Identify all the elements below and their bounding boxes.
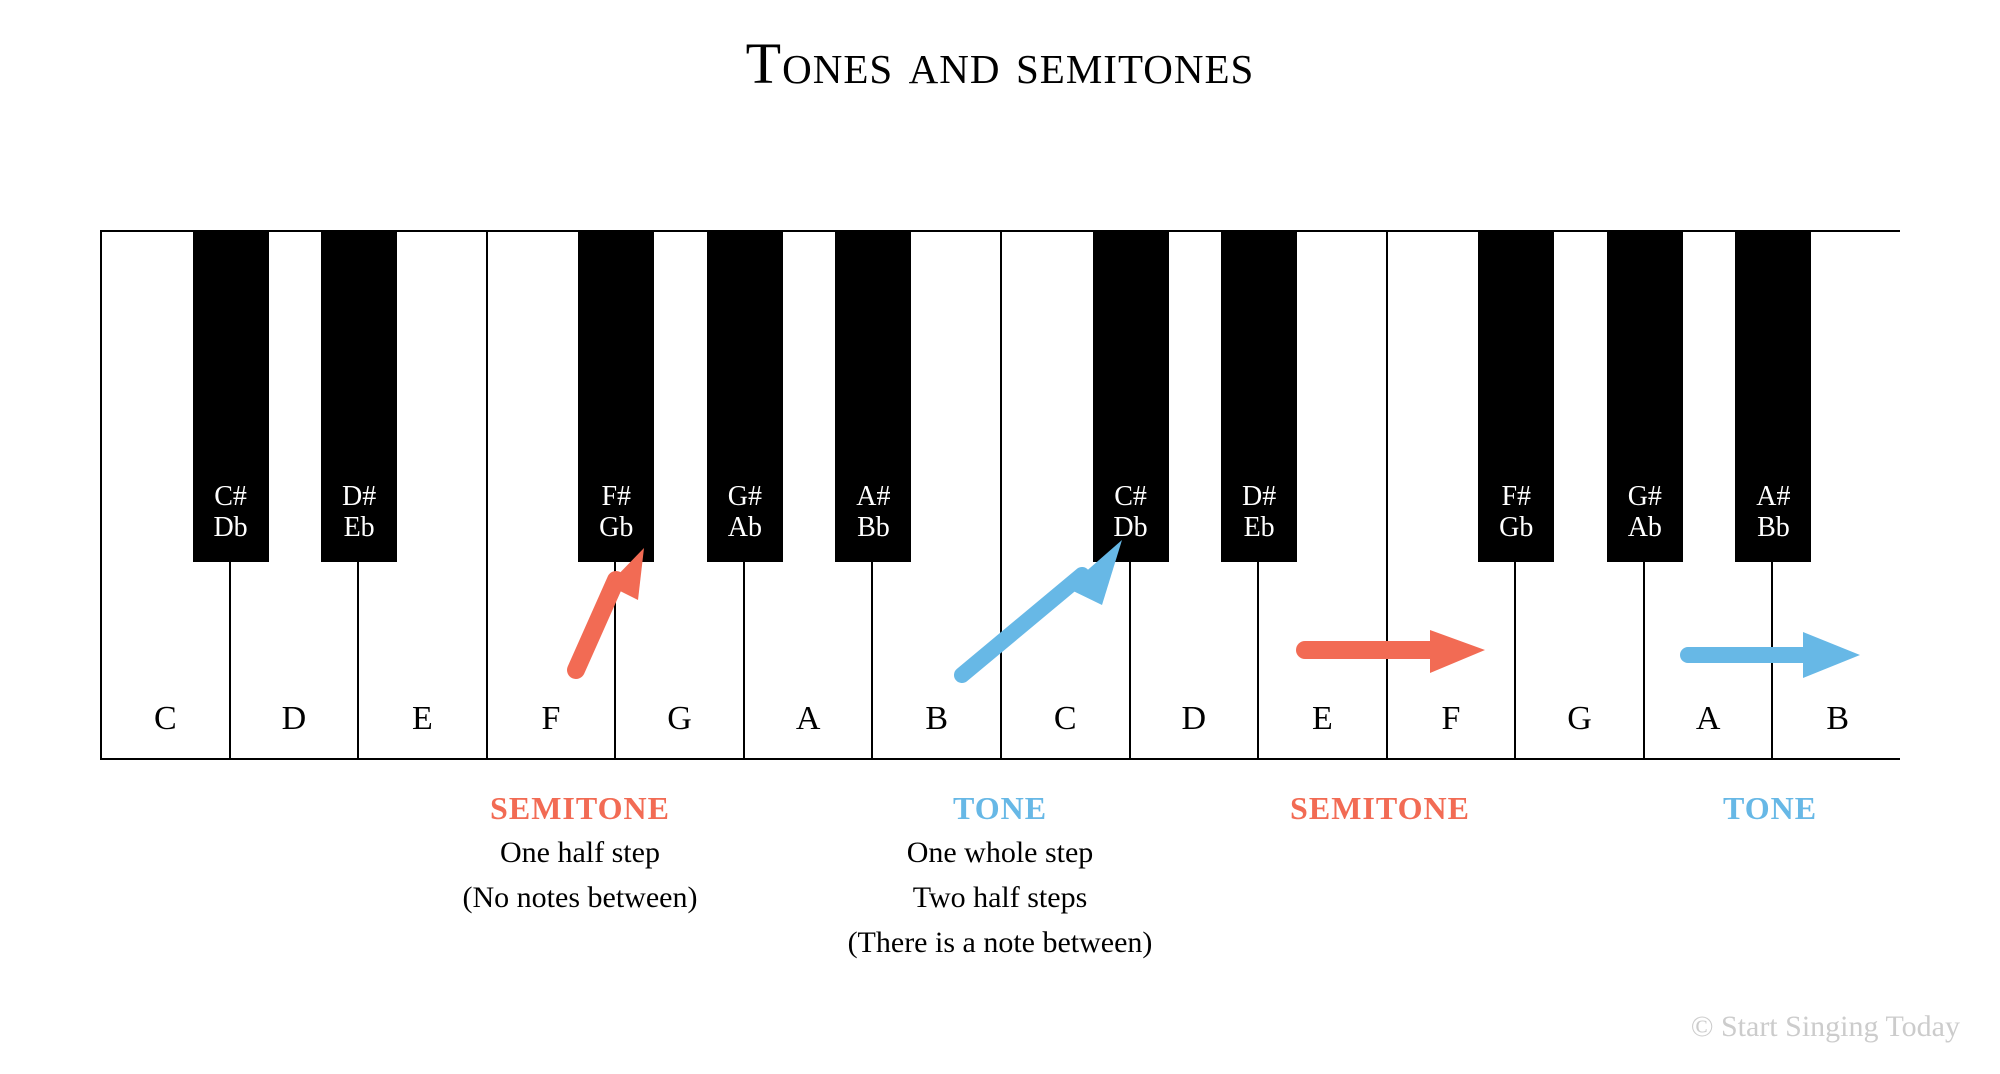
black-key-label: F#Gb xyxy=(1478,482,1554,544)
white-key-label: G xyxy=(616,700,743,738)
black-key-label: D#Eb xyxy=(321,482,397,544)
white-key-label: A xyxy=(745,700,872,738)
cap-semitone-2: SEMITONE xyxy=(1230,790,1530,827)
caption-head: SEMITONE xyxy=(1230,790,1530,827)
white-key-label: B xyxy=(1773,700,1902,738)
caption-line: (There is a note between) xyxy=(780,923,1220,962)
black-key: A#Bb xyxy=(835,232,911,562)
white-key-label: A xyxy=(1645,700,1772,738)
black-key: C#Db xyxy=(1093,232,1169,562)
black-key-label: G#Ab xyxy=(1607,482,1683,544)
black-key: F#Gb xyxy=(1478,232,1554,562)
black-key: C#Db xyxy=(193,232,269,562)
caption-line: (No notes between) xyxy=(380,878,780,917)
caption-head: SEMITONE xyxy=(380,790,780,827)
cap-tone-2: TONE xyxy=(1640,790,1900,827)
black-key: D#Eb xyxy=(1221,232,1297,562)
black-key-label: D#Eb xyxy=(1221,482,1297,544)
copyright-text: © Start Singing Today xyxy=(1691,1010,1960,1044)
caption-head: TONE xyxy=(780,790,1220,827)
page-title: Tones and semitones xyxy=(0,30,2000,97)
black-key: G#Ab xyxy=(1607,232,1683,562)
black-key-label: A#Bb xyxy=(835,482,911,544)
white-key-label: C xyxy=(102,700,229,738)
white-key-label: E xyxy=(359,700,486,738)
white-key-label: B xyxy=(873,700,1000,738)
cap-semitone-1: SEMITONE One half step (No notes between) xyxy=(380,790,780,917)
black-key-label: C#Db xyxy=(193,482,269,544)
black-key-label: A#Bb xyxy=(1735,482,1811,544)
caption-line: One whole step xyxy=(780,833,1220,872)
black-key: F#Gb xyxy=(578,232,654,562)
white-key-label: E xyxy=(1259,700,1386,738)
white-key-label: F xyxy=(1388,700,1515,738)
white-key-label: D xyxy=(231,700,358,738)
black-key: G#Ab xyxy=(707,232,783,562)
white-key-label: G xyxy=(1516,700,1643,738)
white-key-label: C xyxy=(1002,700,1129,738)
cap-tone-1: TONE One whole step Two half steps (There i… xyxy=(780,790,1220,962)
white-key-label: D xyxy=(1131,700,1258,738)
piano-keyboard: CDEFGABCDEFGABC#DbD#EbF#GbG#AbA#BbC#DbD#… xyxy=(100,230,1900,760)
black-key-label: C#Db xyxy=(1093,482,1169,544)
black-key: D#Eb xyxy=(321,232,397,562)
black-key: A#Bb xyxy=(1735,232,1811,562)
caption-line: Two half steps xyxy=(780,878,1220,917)
caption-line: One half step xyxy=(380,833,780,872)
white-key-label: F xyxy=(488,700,615,738)
black-key-label: G#Ab xyxy=(707,482,783,544)
caption-head: TONE xyxy=(1640,790,1900,827)
black-key-label: F#Gb xyxy=(578,482,654,544)
